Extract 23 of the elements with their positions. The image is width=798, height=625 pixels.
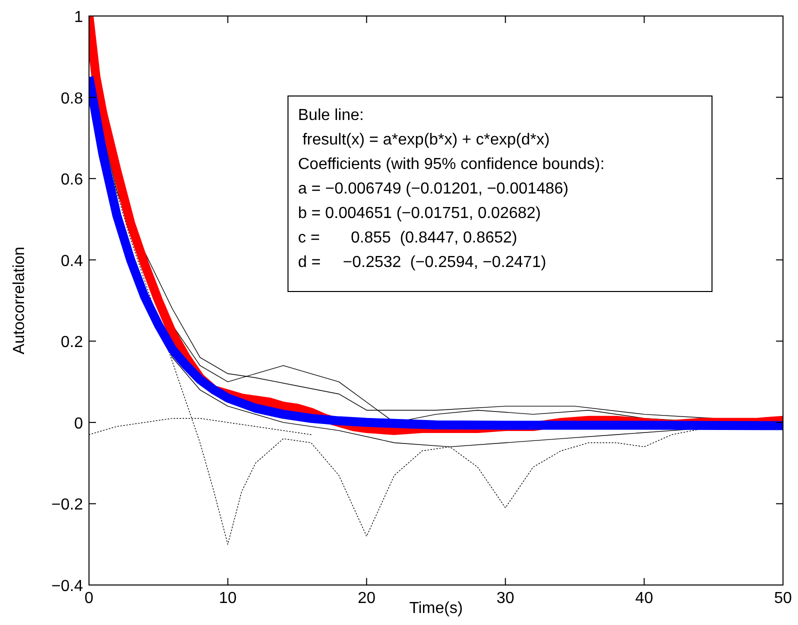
annotation: b = 0.004651 (−0.01751, 0.02682) — [298, 205, 541, 222]
x-tick-label: 50 — [774, 590, 792, 607]
x-tick-label: 10 — [218, 590, 237, 607]
annotation: Bule line: — [298, 107, 364, 124]
y-tick-label: 0 — [74, 415, 84, 432]
x-tick-label: 20 — [358, 590, 376, 607]
y-tick-label: 0.2 — [60, 334, 84, 352]
annotation: d = −0.2532 (−0.2594, −0.2471) — [298, 254, 546, 271]
y-axis-title: Autocorrelation — [11, 246, 28, 354]
y-tick-label: 1 — [74, 9, 84, 26]
x-tick-label: 0 — [84, 590, 94, 607]
y-tick-label: 0.4 — [60, 252, 84, 270]
y-tick-label: 0.8 — [60, 90, 84, 108]
x-axis-title: Time(s) — [409, 600, 463, 617]
annotation: Coefficients (with 95% confidence bounds): — [298, 156, 605, 173]
y-tick-label: 0.6 — [60, 172, 84, 189]
annotation: fresult(x) = a*exp(b*x) + c*exp(d*x) — [298, 132, 550, 148]
x-tick-label: 30 — [496, 590, 514, 607]
annotation: a = −0.006749 (−0.01201, −0.001486) — [298, 180, 568, 198]
x-tick-label: 40 — [635, 590, 654, 607]
y-tick-label: −0.2 — [51, 496, 84, 514]
y-tick-label: −0.4 — [51, 578, 84, 595]
annotation: c = 0.855 (0.8447, 0.8652) — [298, 230, 518, 246]
